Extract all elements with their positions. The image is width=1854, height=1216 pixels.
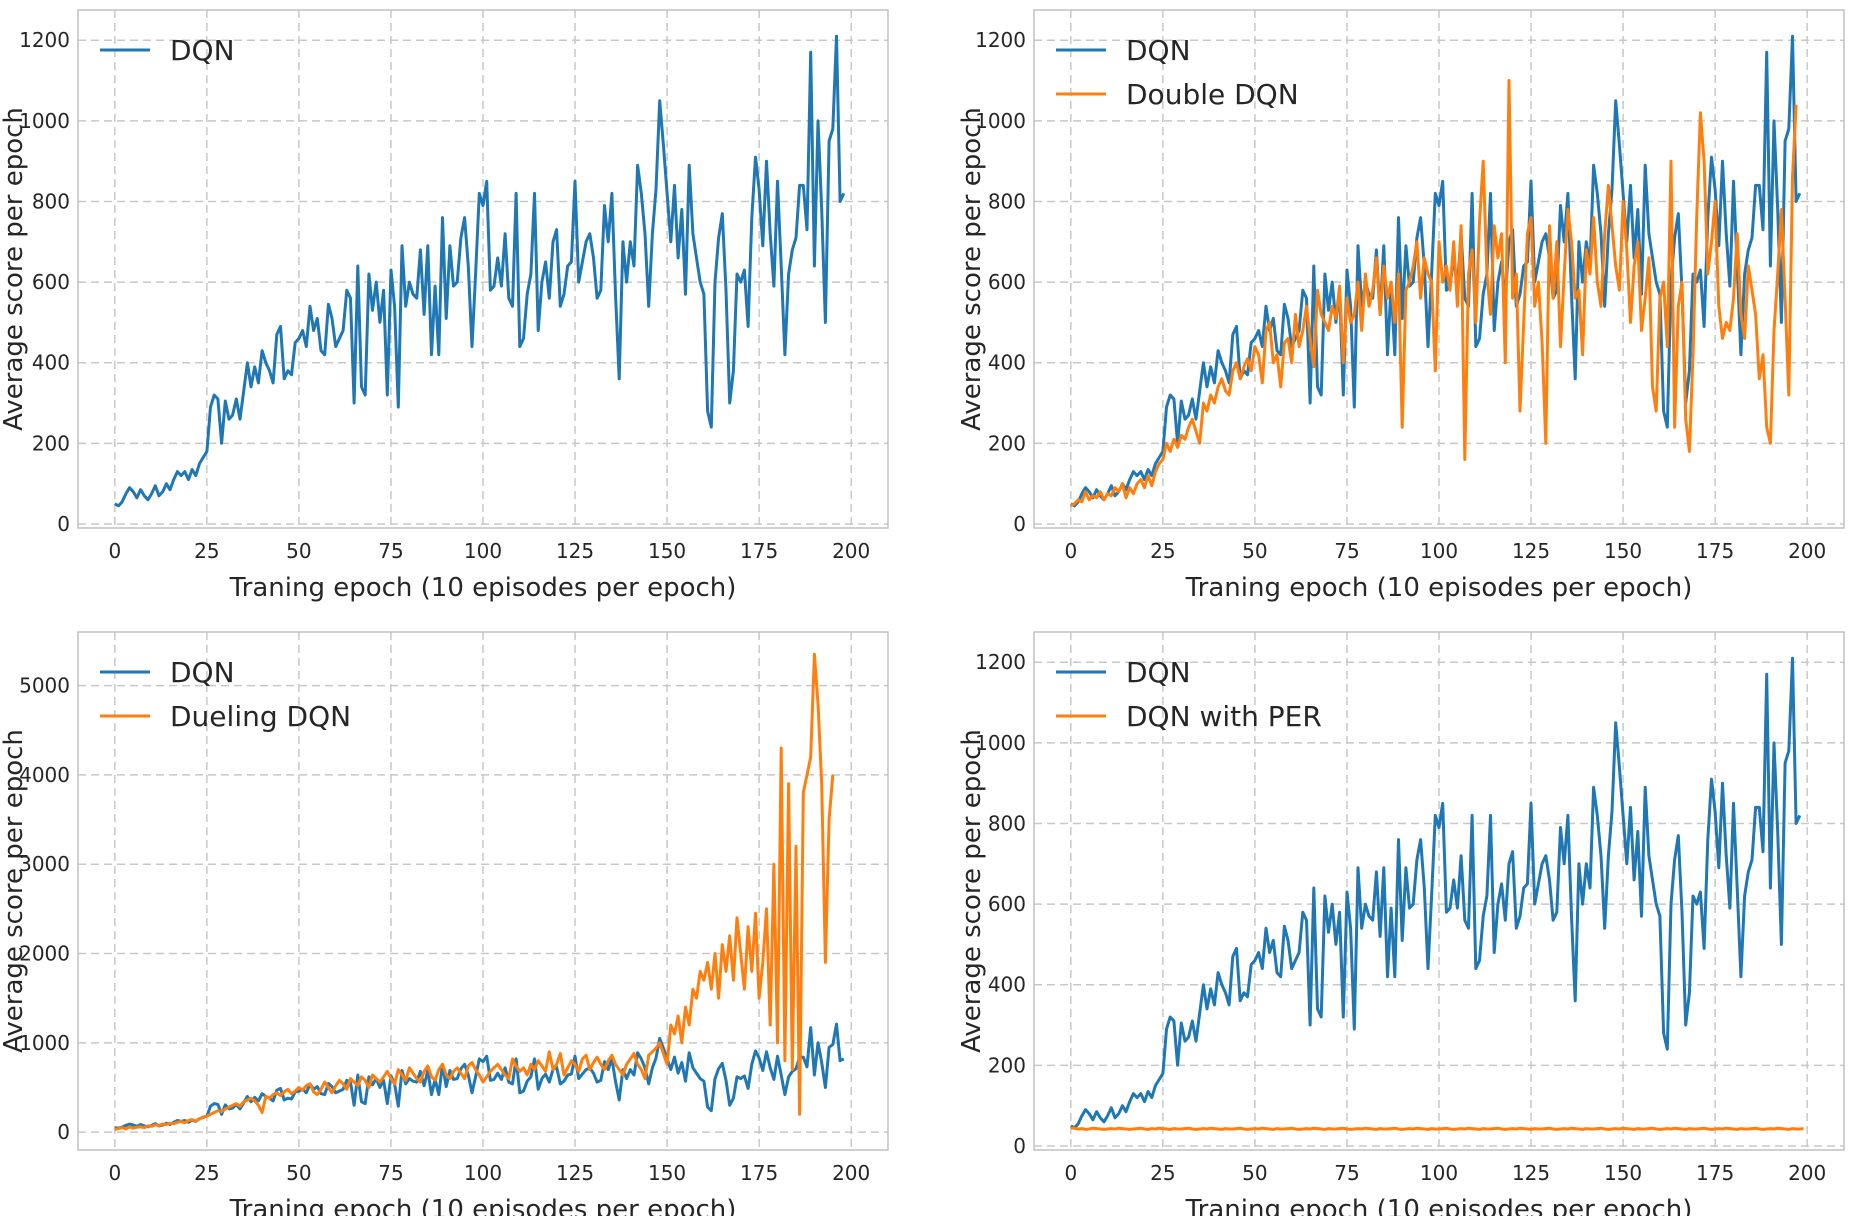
x-tick-label: 25 xyxy=(194,539,219,563)
y-tick-label: 0 xyxy=(57,512,70,536)
x-tick-label: 100 xyxy=(464,539,502,563)
x-axis-label: Traning epoch (10 episodes per epoch) xyxy=(229,1195,737,1216)
y-tick-label: 1000 xyxy=(975,109,1026,133)
chart-panel-4: 0 25 50 75 100 125 150 175 200 0 200 400 600 800 1000 1… xyxy=(957,631,1845,1216)
series-line-per xyxy=(1070,1126,1804,1131)
x-tick-label: 100 xyxy=(1420,539,1458,563)
series-line-dqn xyxy=(114,34,846,508)
x-tick-label: 175 xyxy=(740,539,778,563)
chart-panel-2: 0 25 50 75 100 125 150 175 200 0 200 400 600 800 1000 1… xyxy=(957,9,1845,603)
y-tick-label: 200 xyxy=(988,1053,1026,1077)
series-line-dqn xyxy=(1070,656,1802,1130)
x-tick-label: 75 xyxy=(1334,1161,1359,1185)
y-tick-label: 1000 xyxy=(19,1031,70,1055)
y-tick-label: 400 xyxy=(988,351,1026,375)
chart-panel-3: 0 25 50 75 100 125 150 175 200010002000300040005… xyxy=(0,631,889,1216)
x-tick-label: 0 xyxy=(1064,1161,1077,1185)
x-tick-label: 25 xyxy=(1150,539,1175,563)
y-tick-label: 600 xyxy=(988,892,1026,916)
y-tick-label: 0 xyxy=(57,1120,70,1144)
x-tick-label: 175 xyxy=(740,1161,778,1185)
x-tick-label: 50 xyxy=(1242,539,1267,563)
y-tick-label: 4000 xyxy=(19,763,70,787)
x-tick-label: 150 xyxy=(648,1161,686,1185)
y-tick-label: 1000 xyxy=(19,109,70,133)
legend-label-dqn: DQN xyxy=(170,656,235,689)
legend-label-double: Double DQN xyxy=(1126,78,1299,111)
x-tick-label: 0 xyxy=(108,539,121,563)
plot-frame xyxy=(1033,631,1845,1151)
y-tick-label: 600 xyxy=(988,270,1026,294)
series-line-dueling xyxy=(114,652,835,1131)
y-tick-label: 2000 xyxy=(19,942,70,966)
x-tick-label: 50 xyxy=(286,539,311,563)
series-line-double xyxy=(1070,79,1798,508)
x-tick-label: 125 xyxy=(556,1161,594,1185)
legend-label-dqn: DQN xyxy=(170,34,235,67)
x-tick-label: 125 xyxy=(1512,1161,1550,1185)
legend-label-dqn: DQN xyxy=(1126,656,1191,689)
x-tick-label: 25 xyxy=(194,1161,219,1185)
y-tick-label: 800 xyxy=(988,189,1026,213)
y-tick-label: 1200 xyxy=(975,650,1026,674)
chart-panel-1: 0 25 50 75 100 125 150 175 200 0 200 400 600 800 1000 1… xyxy=(0,9,889,603)
legend-label-per: DQN with PER xyxy=(1126,700,1322,733)
x-tick-label: 150 xyxy=(1604,539,1642,563)
x-tick-label: 25 xyxy=(1150,1161,1175,1185)
y-tick-label: 800 xyxy=(32,189,70,213)
y-tick-label: 5000 xyxy=(19,674,70,698)
x-tick-label: 125 xyxy=(556,539,594,563)
x-tick-label: 100 xyxy=(464,1161,502,1185)
y-axis-label: Average score per epoch xyxy=(0,107,29,431)
x-tick-label: 50 xyxy=(1242,1161,1267,1185)
y-axis-label: Average score per epoch xyxy=(0,729,29,1053)
y-axis-label: Average score per epoch xyxy=(957,729,987,1053)
y-tick-label: 0 xyxy=(1013,512,1026,536)
x-tick-label: 75 xyxy=(378,1161,403,1185)
y-tick-label: 400 xyxy=(32,351,70,375)
y-tick-label: 0 xyxy=(1013,1134,1026,1158)
legend-label-dqn: DQN xyxy=(1126,34,1191,67)
series-line-dqn xyxy=(1070,34,1802,508)
y-axis-label: Average score per epoch xyxy=(957,107,987,431)
plot-frame xyxy=(1033,9,1845,529)
y-tick-label: 200 xyxy=(32,431,70,455)
x-tick-label: 0 xyxy=(1064,539,1077,563)
x-tick-label: 200 xyxy=(832,539,870,563)
y-tick-label: 1000 xyxy=(975,731,1026,755)
x-tick-label: 75 xyxy=(1334,539,1359,563)
x-tick-label: 150 xyxy=(1604,1161,1642,1185)
x-tick-label: 100 xyxy=(1420,1161,1458,1185)
x-tick-label: 200 xyxy=(1788,539,1826,563)
y-tick-label: 600 xyxy=(32,270,70,294)
legend-label-dueling: Dueling DQN xyxy=(170,700,351,733)
x-axis-label: Traning epoch (10 episodes per epoch) xyxy=(1185,1195,1693,1216)
x-tick-label: 0 xyxy=(108,1161,121,1185)
plot-frame xyxy=(77,9,889,529)
x-tick-label: 50 xyxy=(286,1161,311,1185)
plot-frame xyxy=(77,631,889,1151)
x-axis-label: Traning epoch (10 episodes per epoch) xyxy=(1185,573,1693,603)
x-tick-label: 150 xyxy=(648,539,686,563)
x-axis-label: Traning epoch (10 episodes per epoch) xyxy=(229,573,737,603)
y-tick-label: 400 xyxy=(988,973,1026,997)
x-tick-label: 200 xyxy=(1788,1161,1826,1185)
y-tick-label: 1200 xyxy=(19,28,70,52)
x-tick-label: 200 xyxy=(832,1161,870,1185)
y-tick-label: 800 xyxy=(988,811,1026,835)
y-tick-label: 1200 xyxy=(975,28,1026,52)
y-tick-label: 3000 xyxy=(19,852,70,876)
x-tick-label: 175 xyxy=(1696,1161,1734,1185)
x-tick-label: 75 xyxy=(378,539,403,563)
y-tick-label: 200 xyxy=(988,431,1026,455)
x-tick-label: 125 xyxy=(1512,539,1550,563)
x-tick-label: 175 xyxy=(1696,539,1734,563)
